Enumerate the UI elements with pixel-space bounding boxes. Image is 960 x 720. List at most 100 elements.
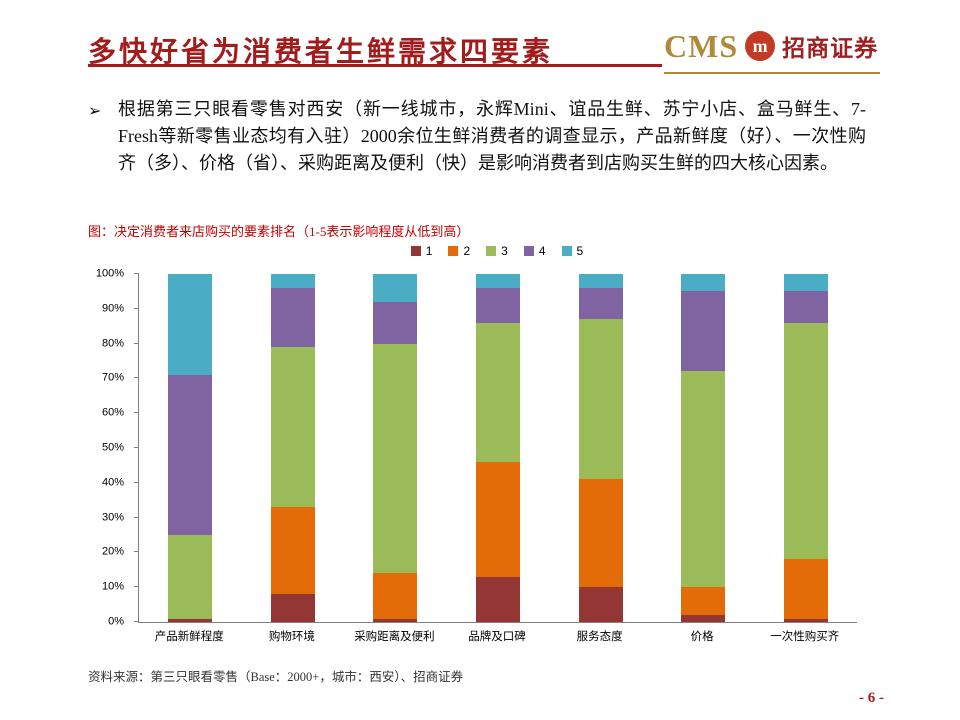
bar-segment-2	[681, 587, 726, 616]
bar-segment-5	[681, 274, 726, 292]
cms-logo-text: CMS	[664, 27, 739, 64]
bar-slot	[652, 274, 755, 622]
bar-segment-1	[270, 594, 315, 622]
y-tick-mark	[134, 621, 139, 622]
bar-segment-1	[168, 618, 213, 622]
bar-segment-2	[578, 479, 623, 588]
legend-swatch	[561, 246, 572, 256]
chart-caption: 图：决定消费者来店购买的要素排名（1-5表示影响程度从低到高）	[88, 224, 470, 239]
bar-segment-2	[476, 461, 521, 577]
x-axis: 产品新鲜程度 购物环境 采购距离及便利 品牌及口碑 服务态度 价格 一次性购买齐	[138, 628, 856, 644]
bar-segment-3	[270, 347, 315, 508]
legend-label: 2	[463, 244, 471, 258]
bar-slot	[242, 274, 345, 622]
legend-label: 4	[538, 244, 546, 258]
body-paragraph: ➢ 根据第三只眼看零售对西安（新一线城市，永辉Mini、谊品生鲜、苏宁小店、盒马…	[88, 96, 866, 177]
y-tick-label: 10%	[101, 580, 124, 593]
y-tick-label: 100%	[95, 267, 124, 280]
bar-segment-3	[373, 343, 418, 574]
legend-label: 5	[576, 244, 584, 258]
y-tick-mark	[134, 307, 139, 309]
y-tick-mark	[134, 586, 139, 588]
title-underline	[88, 64, 662, 67]
legend-item: 4	[523, 244, 546, 258]
y-tick-mark	[134, 377, 139, 379]
bar-segment-1	[783, 618, 828, 622]
company-logo: CMS m 招商证券	[664, 24, 880, 68]
bar-segment-5	[476, 274, 521, 288]
y-tick-label: 20%	[101, 545, 124, 558]
page-number: - 6 -	[859, 690, 884, 706]
y-tick-label: 0%	[108, 615, 124, 628]
source-note: 资料来源：第三只眼看零售（Base：2000+，城市：西安）、招商证券	[88, 670, 464, 684]
logo-underline	[664, 72, 880, 74]
bar-segment-3	[681, 371, 726, 588]
x-axis-label: 产品新鲜程度	[154, 631, 224, 643]
y-tick-label: 60%	[101, 406, 124, 419]
x-axis-label: 价格	[690, 631, 714, 643]
y-tick-label: 70%	[101, 371, 124, 384]
arrow-bullet-icon: ➢	[88, 103, 102, 120]
legend-label: 3	[501, 244, 508, 258]
page-title: 多快好省为消费者生鲜需求四要素	[88, 36, 554, 67]
y-tick-mark	[134, 342, 139, 344]
legend: 1 2 3 4 5	[138, 244, 856, 258]
x-axis-label: 品牌及口碑	[468, 631, 526, 643]
x-axis-label: 服务态度	[576, 631, 623, 643]
bar-segment-4	[681, 291, 726, 372]
y-tick-mark	[134, 481, 139, 483]
y-tick-label: 40%	[101, 476, 124, 489]
bar-slot	[139, 274, 242, 622]
legend-item: 1	[410, 244, 433, 258]
y-axis: 0% 10% 20% 30% 40% 50% 60% 70% 80% 90% 100%	[88, 268, 132, 627]
bar-segment-1	[373, 618, 418, 622]
bar-slot	[344, 274, 447, 622]
legend-item: 5	[561, 244, 584, 258]
bar-segment-1	[681, 615, 726, 622]
legend-swatch	[523, 246, 534, 256]
brand-name: 招商证券	[782, 35, 879, 61]
x-axis-label: 采购距离及便利	[354, 631, 435, 643]
legend-item: 2	[448, 244, 470, 258]
bar-segment-5	[168, 274, 213, 375]
bar-segment-1	[476, 576, 521, 622]
y-tick-mark	[134, 447, 139, 448]
x-axis-label: 一次性购买齐	[770, 631, 840, 643]
bar-segment-3	[168, 535, 213, 619]
bar-segment-3	[476, 322, 521, 462]
stacked-bar	[681, 274, 726, 622]
stacked-bar	[476, 274, 521, 622]
bar-segment-3	[783, 322, 828, 560]
y-tick-mark	[134, 412, 139, 414]
stacked-bar	[373, 274, 418, 622]
bar-segment-4	[168, 374, 213, 536]
bar-segment-4	[476, 287, 521, 323]
bar-segment-4	[270, 287, 315, 348]
cms-logo-icon: m	[745, 31, 776, 61]
bar-slot	[549, 274, 652, 622]
legend-label: 1	[425, 244, 433, 258]
bar-segment-4	[373, 301, 418, 344]
legend-swatch	[448, 246, 459, 256]
bar-segment-5	[270, 274, 315, 288]
y-tick-mark	[134, 516, 139, 518]
y-tick-mark	[134, 551, 139, 553]
legend-swatch	[410, 246, 421, 256]
bar-segment-3	[578, 319, 623, 480]
bar-segment-5	[578, 274, 623, 288]
y-tick-label: 90%	[101, 302, 124, 315]
y-tick-label: 80%	[101, 337, 124, 350]
y-tick-label: 50%	[101, 441, 124, 454]
legend-item: 3	[486, 244, 508, 258]
bar-segment-2	[373, 573, 418, 619]
plot-area	[134, 273, 857, 623]
bar-segment-5	[373, 274, 418, 302]
stacked-bar	[270, 274, 315, 622]
bar-segment-2	[783, 559, 828, 619]
stacked-bar	[578, 274, 623, 622]
y-tick-mark	[134, 273, 139, 274]
stacked-bar	[783, 274, 828, 622]
x-axis-label: 购物环境	[268, 631, 315, 643]
bar-slot	[447, 274, 550, 622]
